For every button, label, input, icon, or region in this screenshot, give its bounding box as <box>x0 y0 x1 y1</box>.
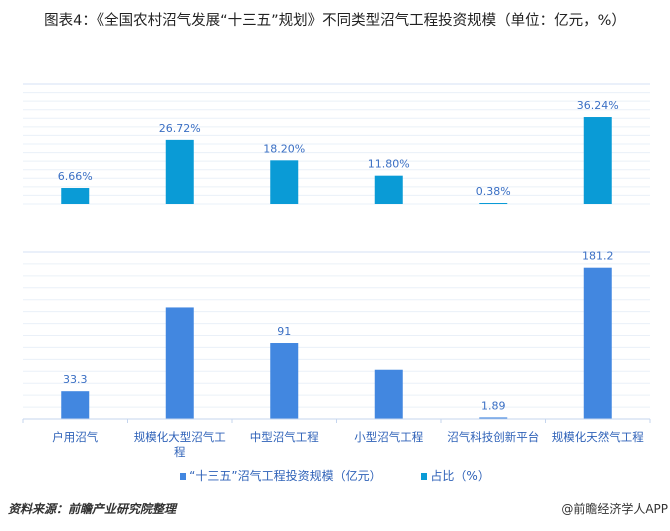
bar-share <box>479 203 508 204</box>
x-tick-label: 规模化天然气工程 <box>552 430 644 444</box>
x-tick-label: 沼气科技创新平台 <box>447 430 539 444</box>
bar-scale <box>374 369 403 419</box>
x-tick-label: 户用沼气 <box>52 430 98 444</box>
bar-scale <box>479 417 508 419</box>
bar-share <box>165 139 194 204</box>
data-label: 11.80% <box>368 158 410 171</box>
data-label: 181.2 <box>582 250 614 263</box>
bar-scale <box>270 343 299 419</box>
bar-scale <box>583 267 612 419</box>
source-note: 资料来源：前瞻产业研究院整理 <box>8 502 177 516</box>
data-label: 26.72% <box>159 122 201 135</box>
bar-share <box>270 160 299 204</box>
legend-swatch-share <box>421 473 428 480</box>
legend: “十三五”沼气工程投资规模（亿元） 占比（%） <box>0 467 670 484</box>
data-label: 1.89 <box>481 399 506 412</box>
credit: @前瞻经济学人APP <box>561 502 668 516</box>
bar-share <box>583 117 612 204</box>
legend-label-share: 占比（%） <box>430 469 490 483</box>
bar-scale <box>165 307 194 419</box>
x-tick-label: 中型沼气工程 <box>250 430 319 444</box>
chart-title: 图表4：《全国农村沼气发展“十三五”规划》不同类型沼气工程投资规模（单位：亿元，… <box>44 13 626 29</box>
data-label: 33.3 <box>63 373 88 386</box>
data-label: 6.66% <box>58 170 93 183</box>
legend-label-scale: “十三五”沼气工程投资规模（亿元） <box>189 469 382 483</box>
legend-swatch-scale <box>180 473 187 480</box>
data-label: 0.38% <box>476 185 511 198</box>
bar-share <box>61 188 90 204</box>
data-label: 91 <box>277 325 291 338</box>
x-tick-label: 规模化大型沼气工 <box>134 430 226 444</box>
data-label: 18.20% <box>263 142 305 155</box>
data-label: 36.24% <box>577 99 619 112</box>
legend-item-scale[interactable]: “十三五”沼气工程投资规模（亿元） <box>180 469 382 483</box>
legend-item-share[interactable]: 占比（%） <box>421 469 490 483</box>
bar-share <box>374 175 403 204</box>
bar-scale <box>61 391 90 419</box>
x-tick-label-cont: 程 <box>174 445 186 459</box>
x-tick-label: 小型沼气工程 <box>354 430 423 444</box>
